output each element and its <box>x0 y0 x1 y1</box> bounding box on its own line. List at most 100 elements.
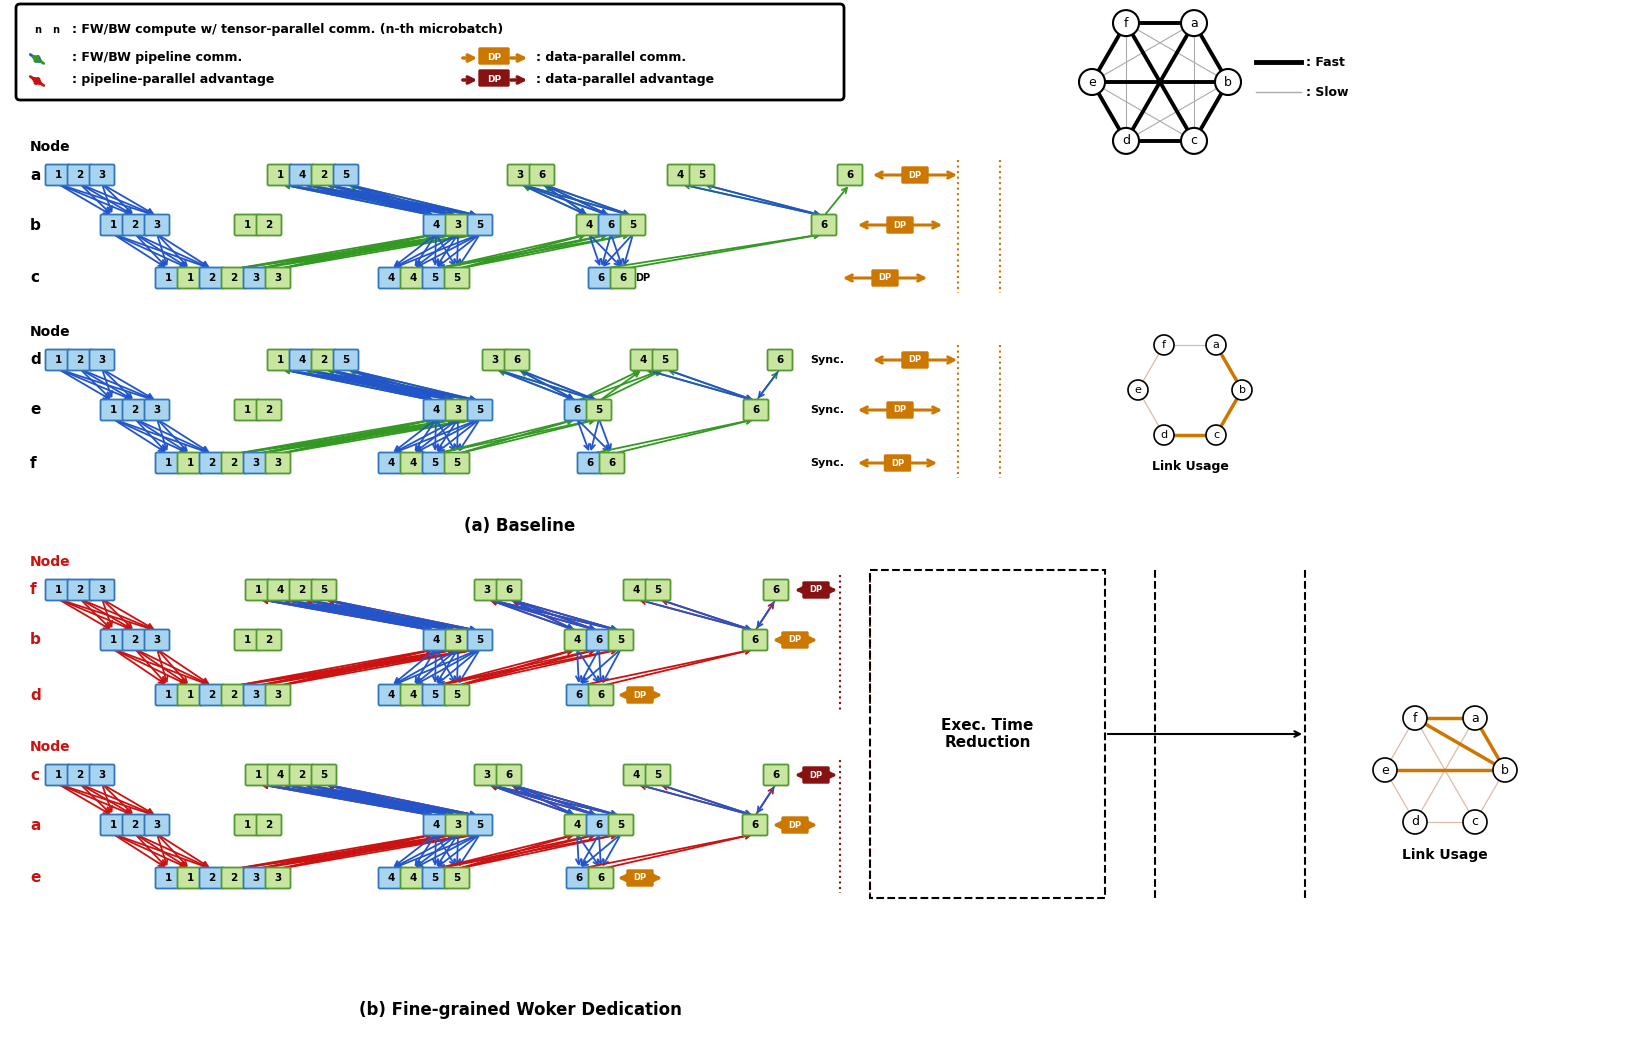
Text: c: c <box>1212 430 1219 440</box>
Text: 6: 6 <box>752 820 758 830</box>
Text: 6: 6 <box>773 770 780 780</box>
FancyBboxPatch shape <box>446 215 470 235</box>
Text: 5: 5 <box>617 635 625 645</box>
FancyBboxPatch shape <box>199 684 224 705</box>
FancyBboxPatch shape <box>620 215 645 235</box>
Text: 1: 1 <box>164 273 171 283</box>
FancyBboxPatch shape <box>67 165 92 186</box>
Text: 1: 1 <box>255 770 262 780</box>
FancyBboxPatch shape <box>467 399 492 420</box>
FancyBboxPatch shape <box>145 399 169 420</box>
FancyBboxPatch shape <box>67 764 92 785</box>
Text: a: a <box>1471 711 1479 725</box>
Text: 2: 2 <box>265 405 273 415</box>
Text: 5: 5 <box>431 273 439 283</box>
Text: 5: 5 <box>655 585 661 595</box>
Text: 4: 4 <box>433 405 439 415</box>
FancyBboxPatch shape <box>222 684 247 705</box>
Text: 4: 4 <box>676 170 684 180</box>
FancyBboxPatch shape <box>811 215 837 235</box>
FancyBboxPatch shape <box>311 580 337 600</box>
Text: 3: 3 <box>252 873 260 882</box>
Text: DP: DP <box>892 458 905 468</box>
FancyBboxPatch shape <box>901 352 928 368</box>
Text: Node: Node <box>30 555 71 569</box>
FancyBboxPatch shape <box>763 764 788 785</box>
Text: 2: 2 <box>230 873 237 882</box>
FancyBboxPatch shape <box>199 868 224 889</box>
Text: 2: 2 <box>76 770 84 780</box>
FancyBboxPatch shape <box>599 215 623 235</box>
FancyBboxPatch shape <box>257 629 281 650</box>
FancyBboxPatch shape <box>156 452 181 474</box>
FancyBboxPatch shape <box>742 814 768 836</box>
Text: f: f <box>1124 17 1128 30</box>
Text: DP: DP <box>908 356 921 364</box>
FancyBboxPatch shape <box>334 165 359 186</box>
Text: 3: 3 <box>153 220 161 230</box>
Text: c: c <box>30 767 39 783</box>
Text: 4: 4 <box>387 690 395 700</box>
Text: P2P Bandwidth: P2P Bandwidth <box>1101 0 1219 2</box>
FancyBboxPatch shape <box>178 452 202 474</box>
Text: b: b <box>30 633 41 647</box>
FancyBboxPatch shape <box>235 629 260 650</box>
Text: Node: Node <box>30 140 71 155</box>
Circle shape <box>1232 380 1252 400</box>
FancyBboxPatch shape <box>467 814 492 836</box>
Text: 3: 3 <box>153 820 161 830</box>
Text: 1: 1 <box>164 690 171 700</box>
Text: 2: 2 <box>132 635 138 645</box>
Text: Sync.: Sync. <box>809 405 844 415</box>
FancyBboxPatch shape <box>100 399 125 420</box>
FancyBboxPatch shape <box>872 270 898 286</box>
Text: DP: DP <box>893 221 906 229</box>
Text: 4: 4 <box>433 635 439 645</box>
FancyBboxPatch shape <box>474 580 500 600</box>
Text: b: b <box>30 218 41 232</box>
Text: 2: 2 <box>298 770 306 780</box>
FancyBboxPatch shape <box>564 629 589 650</box>
FancyBboxPatch shape <box>265 868 291 889</box>
Text: 2: 2 <box>76 355 84 365</box>
FancyBboxPatch shape <box>67 349 92 370</box>
Text: DP: DP <box>487 76 502 84</box>
FancyBboxPatch shape <box>887 402 913 418</box>
FancyBboxPatch shape <box>122 629 148 650</box>
Text: 1: 1 <box>54 170 61 180</box>
Text: 4: 4 <box>387 273 395 283</box>
FancyBboxPatch shape <box>446 399 470 420</box>
Text: : Slow: : Slow <box>1306 85 1349 99</box>
FancyBboxPatch shape <box>479 71 508 86</box>
Text: n: n <box>53 25 59 35</box>
FancyBboxPatch shape <box>444 452 469 474</box>
FancyBboxPatch shape <box>623 764 648 785</box>
FancyBboxPatch shape <box>268 580 293 600</box>
Text: : Fast: : Fast <box>1306 56 1346 68</box>
Text: 1: 1 <box>164 873 171 882</box>
Text: c: c <box>1472 815 1479 829</box>
Text: 1: 1 <box>243 820 250 830</box>
FancyBboxPatch shape <box>564 399 589 420</box>
Text: 6: 6 <box>574 405 581 415</box>
Text: 1: 1 <box>109 405 117 415</box>
Text: 4: 4 <box>387 458 395 468</box>
FancyBboxPatch shape <box>46 21 66 39</box>
Text: 5: 5 <box>321 585 327 595</box>
Text: d: d <box>30 353 41 367</box>
FancyBboxPatch shape <box>423 399 449 420</box>
Text: 6: 6 <box>576 873 582 882</box>
Text: 3: 3 <box>454 820 462 830</box>
Text: 5: 5 <box>477 635 484 645</box>
Text: 5: 5 <box>431 458 439 468</box>
FancyBboxPatch shape <box>378 268 403 288</box>
Text: 4: 4 <box>410 690 416 700</box>
FancyBboxPatch shape <box>467 629 492 650</box>
Text: 4: 4 <box>410 273 416 283</box>
Text: 1: 1 <box>186 690 194 700</box>
Text: 1: 1 <box>109 220 117 230</box>
Text: DP: DP <box>633 691 646 700</box>
FancyBboxPatch shape <box>245 764 270 785</box>
FancyBboxPatch shape <box>467 215 492 235</box>
FancyBboxPatch shape <box>479 48 508 64</box>
